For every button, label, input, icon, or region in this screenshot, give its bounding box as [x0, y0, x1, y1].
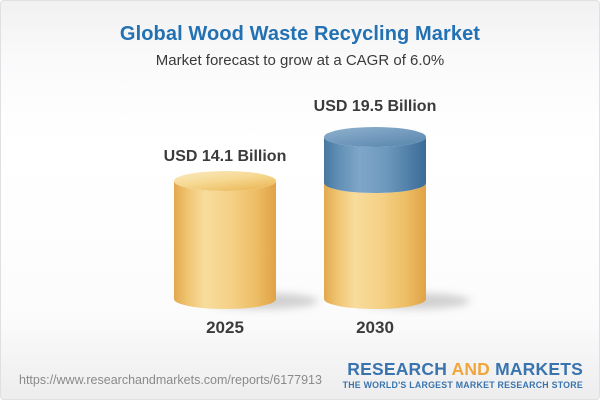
brand-logo-wordmark: RESEARCH AND MARKETS	[347, 360, 583, 378]
category-label-2025: 2025	[206, 318, 244, 337]
gold-cylinder-cap-2025	[174, 171, 276, 191]
cylinder-chart	[174, 127, 470, 309]
logo-word-markets: MARKETS	[495, 359, 583, 379]
blue-segment-cap-2030	[324, 127, 426, 147]
bar-value-label-2025: USD 14.1 Billion	[163, 148, 287, 165]
cylinder-2025	[174, 171, 276, 309]
blue-segment-body-2030	[324, 137, 426, 193]
bar-value-label-2030: USD 19.5 Billion	[313, 98, 437, 115]
category-label-2030: 2030	[356, 318, 394, 337]
gold-cylinder-body-2025	[174, 181, 276, 309]
page-subtitle: Market forecast to grow at a CAGR of 6.0…	[155, 52, 445, 69]
cylinder-2030	[324, 127, 426, 309]
page-title: Global Wood Waste Recycling Market	[119, 23, 481, 45]
report-url: https://www.researchandmarkets.com/repor…	[19, 373, 322, 387]
logo-tagline: THE WORLD'S LARGEST MARKET RESEARCH STOR…	[342, 380, 583, 391]
brand-logo: RESEARCH AND MARKETS THE WORLD'S LARGEST…	[342, 360, 583, 391]
logo-word-and: AND	[451, 359, 490, 379]
logo-word-research: RESEARCH	[347, 359, 448, 379]
gold-segment-body-2030	[324, 183, 426, 309]
